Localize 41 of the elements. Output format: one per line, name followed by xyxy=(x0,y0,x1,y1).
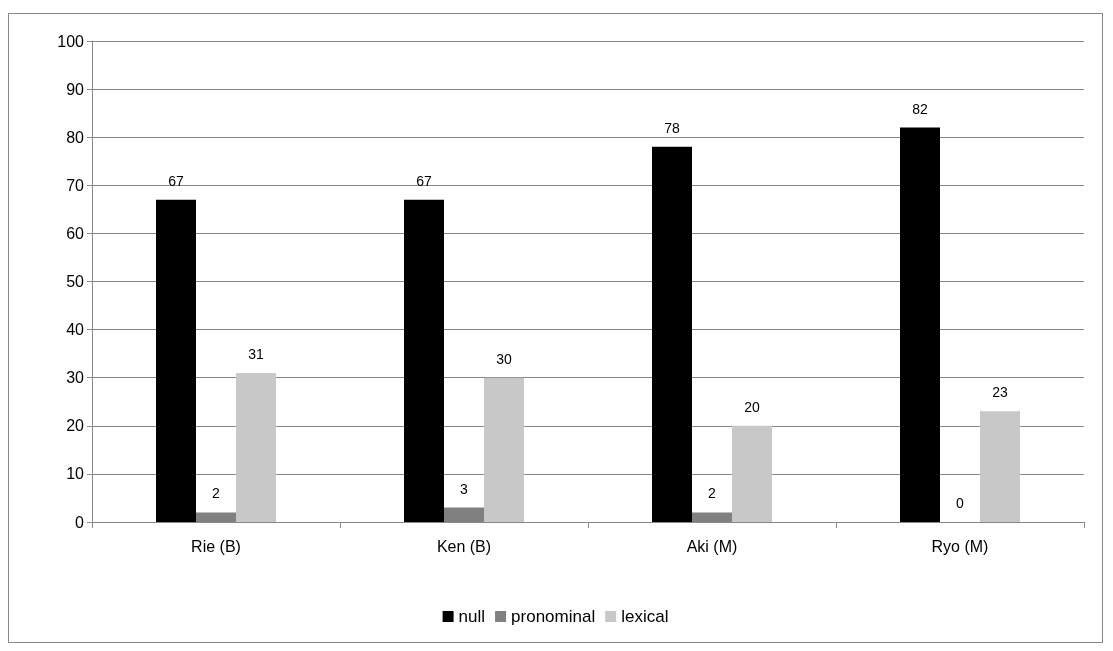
data-label: 67 xyxy=(168,172,184,189)
data-label: 20 xyxy=(744,398,760,415)
bar xyxy=(196,512,236,522)
y-tick-label: 70 xyxy=(66,176,85,194)
bar xyxy=(980,411,1020,522)
data-label: 2 xyxy=(212,485,221,502)
bar xyxy=(404,199,444,522)
data-label: 23 xyxy=(992,384,1008,401)
y-tick-label: 60 xyxy=(66,224,85,242)
y-tick-label: 80 xyxy=(66,128,85,146)
bar xyxy=(484,377,524,522)
bar xyxy=(236,372,276,522)
y-tick-label: 10 xyxy=(66,465,85,483)
bar xyxy=(156,199,196,522)
x-tick-label: Aki (M) xyxy=(686,537,738,555)
data-label: 3 xyxy=(460,480,469,497)
bar xyxy=(444,507,484,522)
bar xyxy=(652,146,692,522)
bar xyxy=(732,425,772,522)
data-label: 78 xyxy=(664,119,680,136)
y-tick-label: 100 xyxy=(57,32,85,50)
x-tick-label: Rie (B) xyxy=(191,537,241,555)
y-tick-label: 30 xyxy=(66,369,85,387)
legend-label: pronominal xyxy=(511,607,596,626)
x-tick-label: Ryo (M) xyxy=(931,537,989,555)
data-label: 30 xyxy=(496,350,512,367)
data-label: 0 xyxy=(956,495,965,511)
legend-label: lexical xyxy=(621,607,669,626)
legend-label: null xyxy=(458,607,486,626)
data-label: 82 xyxy=(912,100,928,117)
y-tick-label: 20 xyxy=(66,417,85,435)
y-tick-label: 40 xyxy=(66,321,85,339)
data-label: 67 xyxy=(416,172,432,189)
bar xyxy=(692,512,732,522)
y-tick-label: 90 xyxy=(66,80,85,98)
data-label: 2 xyxy=(708,485,717,502)
bar xyxy=(900,127,940,522)
y-tick-label: 0 xyxy=(75,513,85,531)
x-tick-label: Ken (B) xyxy=(436,537,492,555)
data-label: 31 xyxy=(248,345,264,362)
y-tick-label: 50 xyxy=(66,273,85,290)
